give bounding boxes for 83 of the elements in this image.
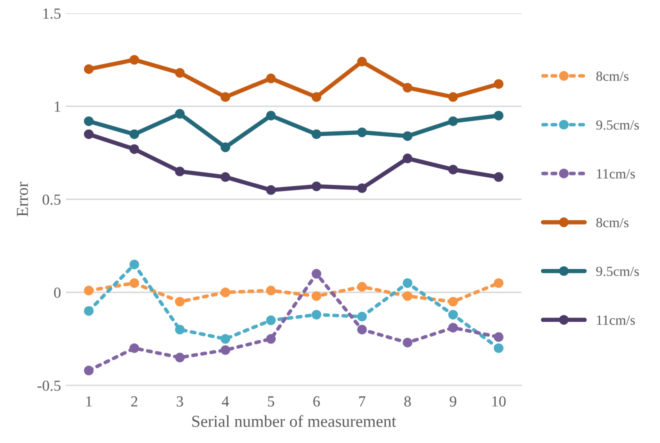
point xyxy=(402,131,412,141)
point xyxy=(220,345,230,355)
point xyxy=(448,322,458,333)
point xyxy=(312,129,322,140)
point xyxy=(220,288,230,298)
point xyxy=(84,116,94,126)
point xyxy=(448,92,458,102)
point xyxy=(357,56,367,67)
x-axis-title: Serial number of measurement xyxy=(192,415,396,427)
legend-label: 11cm/s xyxy=(597,169,635,178)
point xyxy=(494,79,504,89)
x-tick-label: 4 xyxy=(222,396,229,406)
point xyxy=(220,334,230,344)
point xyxy=(129,278,140,288)
point xyxy=(312,268,322,279)
point xyxy=(84,366,94,376)
point xyxy=(220,172,230,182)
point xyxy=(84,286,94,296)
point xyxy=(402,291,412,301)
point xyxy=(494,332,504,342)
point xyxy=(448,310,458,320)
point xyxy=(174,108,185,119)
point xyxy=(174,296,185,307)
x-tick-label: 5 xyxy=(268,396,274,407)
y-tick-label: 1.5 xyxy=(43,8,61,19)
point xyxy=(402,82,412,93)
point xyxy=(494,278,504,288)
y-tick-label: 0.5 xyxy=(42,194,61,205)
point xyxy=(84,64,94,74)
point xyxy=(129,260,140,270)
point xyxy=(266,286,276,296)
point xyxy=(129,144,140,154)
point xyxy=(357,128,367,138)
point xyxy=(129,129,140,140)
point xyxy=(84,306,94,316)
point xyxy=(312,291,322,301)
x-tick-label: 2 xyxy=(131,396,138,406)
x-tick-label: 1 xyxy=(86,396,92,406)
point xyxy=(312,181,322,192)
x-tick-label: 8 xyxy=(404,396,411,407)
legend-label: 11cm/s xyxy=(597,316,635,325)
point xyxy=(174,68,185,78)
point xyxy=(220,142,230,152)
point xyxy=(266,110,276,120)
point xyxy=(84,129,94,140)
point xyxy=(357,282,367,292)
point xyxy=(402,278,412,288)
point xyxy=(266,185,276,195)
y-tick-label: 0 xyxy=(54,288,61,298)
point xyxy=(312,92,322,102)
point xyxy=(494,343,504,354)
point xyxy=(174,324,185,334)
point xyxy=(174,352,185,362)
point xyxy=(402,154,412,164)
point xyxy=(402,338,412,348)
point xyxy=(266,74,276,84)
point xyxy=(312,310,322,320)
point xyxy=(129,343,140,354)
point xyxy=(448,164,458,174)
y-tick-label: 1 xyxy=(54,102,60,112)
x-tick-label: 10 xyxy=(492,396,506,407)
x-tick-label: 7 xyxy=(359,396,366,406)
x-tick-label: 6 xyxy=(313,396,320,407)
point xyxy=(266,315,276,326)
x-tick-label: 3 xyxy=(176,396,184,407)
y-tick-label: -0.5 xyxy=(38,380,61,391)
point xyxy=(494,172,504,182)
point xyxy=(357,324,367,334)
point xyxy=(220,92,230,102)
legend-label: 9.5cm/s xyxy=(596,266,639,276)
legend-label: 8cm/s xyxy=(596,218,628,228)
point xyxy=(357,312,367,322)
point xyxy=(448,116,458,126)
legend-label: 8cm/s xyxy=(596,72,628,81)
point xyxy=(357,183,367,194)
point xyxy=(129,54,140,65)
x-tick-label: 9 xyxy=(450,396,456,407)
legend-label: 9.5cm/s xyxy=(596,120,639,130)
point xyxy=(494,110,504,120)
point xyxy=(266,334,276,344)
y-axis-title: Error xyxy=(16,182,28,216)
point xyxy=(174,166,185,176)
point xyxy=(448,296,458,307)
